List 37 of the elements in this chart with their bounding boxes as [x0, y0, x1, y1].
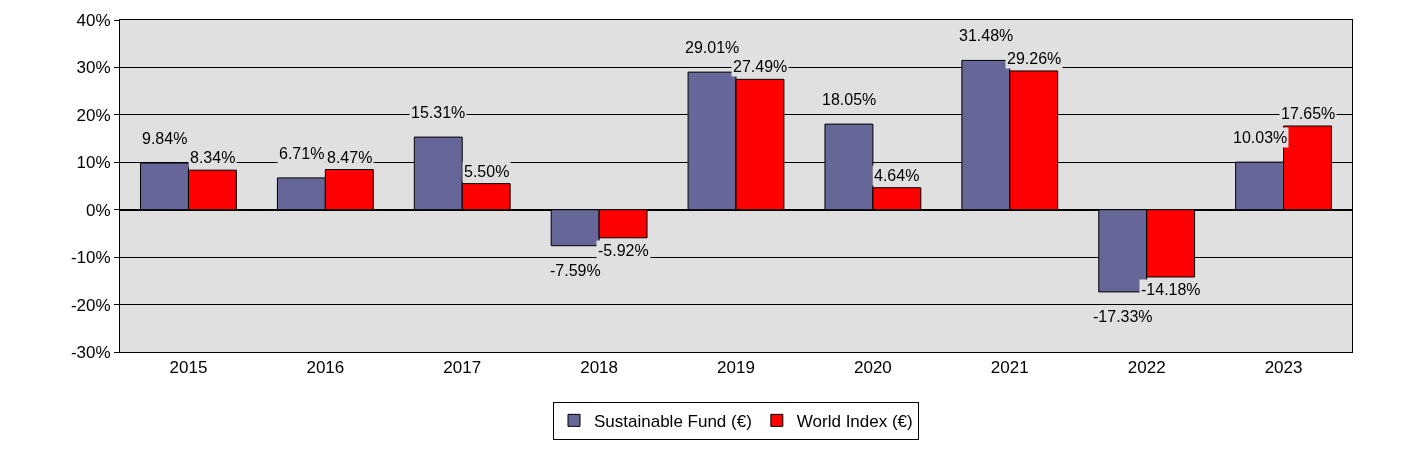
data-label: 31.48%	[959, 27, 1014, 44]
data-label: 29.26%	[1007, 50, 1062, 67]
x-tick-label: 2017	[443, 358, 482, 378]
data-label: 27.49%	[733, 58, 788, 75]
y-tick-label: 0%	[86, 200, 111, 220]
data-label: -7.59%	[550, 262, 601, 279]
legend-label: World Index (€)	[796, 411, 913, 431]
data-label: 18.05%	[822, 91, 877, 108]
x-tick-label: 2015	[169, 358, 208, 378]
y-tick-label: 40%	[76, 10, 111, 30]
data-label: 5.50%	[464, 163, 510, 180]
legend-label: Sustainable Fund (€)	[594, 411, 752, 431]
y-tick-label: 10%	[76, 153, 111, 173]
y-tick-label: 20%	[76, 105, 111, 125]
x-tick-label: 2022	[1127, 358, 1166, 378]
data-label: 10.03%	[1233, 129, 1288, 146]
data-label: -14.18%	[1141, 281, 1201, 298]
y-tick-label: 30%	[76, 58, 111, 78]
y-tick-label: -20%	[70, 295, 111, 315]
data-label: 15.31%	[411, 104, 466, 121]
x-tick-label: 2016	[306, 358, 345, 378]
data-label: 6.71%	[279, 145, 325, 162]
data-label: 4.64%	[874, 167, 920, 184]
x-tick-label: 2018	[580, 358, 619, 378]
x-tick-label: 2020	[853, 358, 892, 378]
x-tick-label: 2021	[990, 358, 1029, 378]
data-label: 17.65%	[1281, 105, 1336, 122]
data-label: -17.33%	[1093, 308, 1153, 325]
data-label: 9.84%	[142, 130, 188, 147]
data-label: -5.92%	[598, 242, 649, 259]
y-tick-label: -10%	[70, 248, 111, 268]
x-tick-label: 2019	[717, 358, 755, 378]
data-label: 8.34%	[190, 149, 236, 166]
y-tick-label: -30%	[70, 342, 111, 362]
x-tick-label: 2023	[1264, 358, 1303, 378]
data-label: 8.47%	[327, 149, 373, 166]
data-label: 29.01%	[685, 39, 740, 56]
